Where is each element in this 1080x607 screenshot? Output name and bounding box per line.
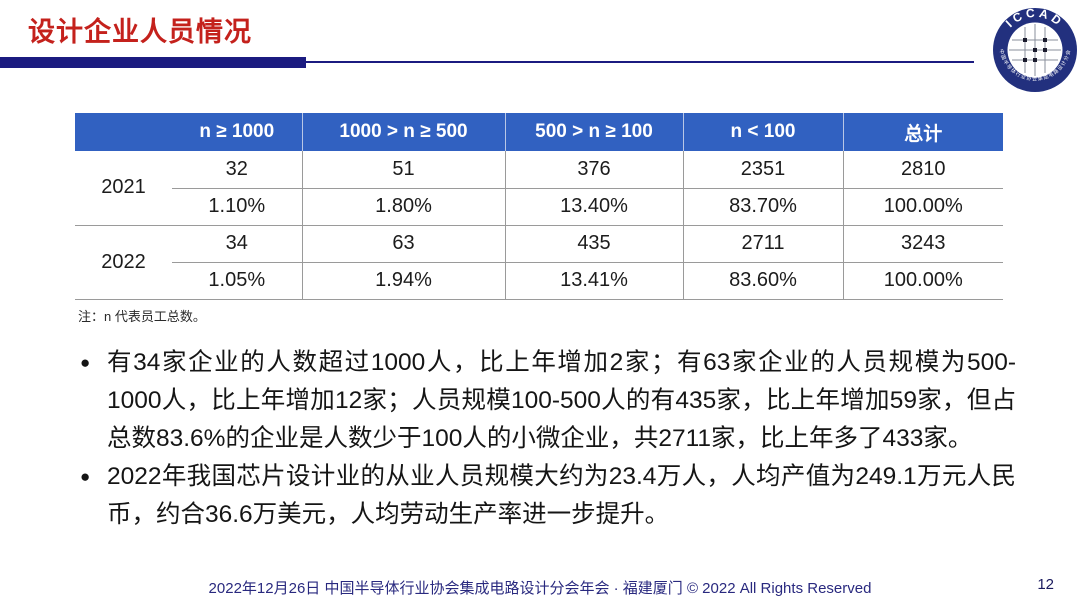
cell-value: 1.94% (301, 262, 505, 300)
page-number: 12 (1037, 576, 1054, 593)
header-cell-1000-500: 1000 > n ≥ 500 (301, 113, 505, 151)
cell-value: 1.05% (172, 262, 302, 300)
cell-value: 100.00% (842, 188, 1003, 226)
bullet-text: 2022年我国芯片设计业的从业人员规模大约为23.4万人，人均产值为249.1万… (107, 463, 1016, 528)
iccad-logo-icon: ICCAD 中国半导体行业协会集成电路设计分会 (993, 6, 1077, 92)
bullet-dot: ● (80, 467, 91, 486)
cell-value: 100.00% (842, 262, 1003, 300)
bullet-text: 有34家企业的人数超过1000人，比上年增加2家；有63家企业的人员规模为500… (107, 349, 1016, 452)
cell-value: 376 (504, 151, 683, 189)
header-cell-total: 总计 (842, 113, 1003, 151)
cell-value: 51 (301, 151, 505, 189)
header-cell-n-lt-100: n < 100 (682, 113, 843, 151)
header-cell-n-ge-1000: n ≥ 1000 (172, 113, 302, 151)
cell-value: 34 (172, 225, 302, 263)
year-label-2022: 2022 (75, 225, 172, 300)
cell-value: 83.60% (682, 262, 843, 300)
table-row-2021-percents: 1.10% 1.80% 13.40% 83.70% 100.00% (75, 188, 1003, 226)
cell-value: 1.10% (172, 188, 302, 226)
table-row-2021-counts: 2021 32 51 376 2351 2810 (75, 151, 1003, 226)
table-row-2022-percents: 1.05% 1.94% 13.41% 83.60% 100.00% (75, 262, 1003, 300)
cell-value: 2351 (682, 151, 843, 189)
cell-value: 32 (172, 151, 302, 189)
page-title: 设计企业人员情况 (28, 17, 252, 47)
header-cell-500-100: 500 > n ≥ 100 (504, 113, 683, 151)
personnel-stats-table: n ≥ 1000 1000 > n ≥ 500 500 > n ≥ 100 n … (75, 113, 1003, 300)
bullet-item: ● 有34家企业的人数超过1000人，比上年增加2家；有63家企业的人员规模为5… (80, 344, 1016, 458)
cell-value: 13.40% (504, 188, 683, 226)
title-underline-thin (306, 61, 974, 63)
cell-value: 13.41% (504, 262, 683, 300)
bullet-item: ● 2022年我国芯片设计业的从业人员规模大约为23.4万人，人均产值为249.… (80, 458, 1016, 534)
cell-value: 2810 (842, 151, 1003, 189)
bullet-list: ● 有34家企业的人数超过1000人，比上年增加2家；有63家企业的人员规模为5… (80, 344, 1016, 534)
cell-value: 83.70% (682, 188, 843, 226)
cell-value: 3243 (842, 225, 1003, 263)
bullet-dot: ● (80, 353, 91, 372)
table-header-row: n ≥ 1000 1000 > n ≥ 500 500 > n ≥ 100 n … (75, 113, 1003, 151)
table-row-2022-counts: 2022 34 63 435 2711 3243 (75, 225, 1003, 300)
footer-credit: 2022年12月26日 中国半导体行业协会集成电路设计分会年会 · 福建厦门 ©… (208, 580, 872, 597)
header-corner-cell (75, 113, 172, 151)
table-footnote: 注：n 代表员工总数。 (78, 309, 206, 324)
cell-value: 2711 (682, 225, 843, 263)
cell-value: 1.80% (301, 188, 505, 226)
cell-value: 435 (504, 225, 683, 263)
year-label-2021: 2021 (75, 151, 172, 226)
title-underline-thick (0, 57, 306, 68)
cell-value: 63 (301, 225, 505, 263)
